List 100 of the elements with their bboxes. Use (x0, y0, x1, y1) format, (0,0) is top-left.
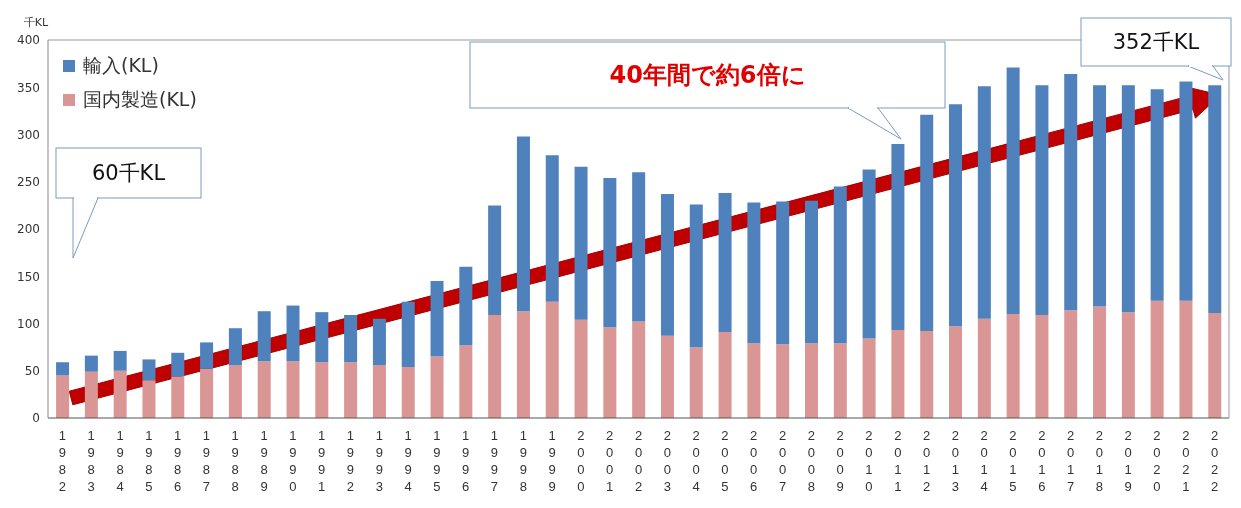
bar (545, 155, 559, 302)
x-tick-label: 2014 (980, 428, 988, 494)
y-tick-label: 200 (17, 222, 40, 237)
bar (315, 312, 329, 363)
bar (1179, 81, 1193, 301)
x-tick-label: 1991 (318, 428, 326, 494)
x-tick-label: 1992 (346, 428, 355, 494)
y-tick-label: 300 (17, 127, 40, 142)
x-tick-label: 1990 (289, 428, 297, 494)
x-tick-label: 1984 (116, 428, 124, 494)
bar (516, 311, 530, 418)
bar (488, 315, 502, 418)
bar (603, 327, 617, 418)
x-tick-label: 2020 (1153, 428, 1161, 494)
y-axis-title: 千KL (23, 16, 50, 29)
x-tick-label: 2018 (1095, 428, 1103, 494)
bar (718, 193, 732, 333)
x-tick-label: 1982 (58, 428, 67, 494)
x-tick-label: 1986 (174, 428, 182, 494)
x-tick-label: 2016 (1038, 428, 1046, 494)
y-tick-label: 400 (17, 33, 40, 48)
bar (574, 166, 588, 320)
bar (171, 376, 185, 418)
x-tick-label: 2010 (865, 428, 873, 494)
bar (833, 343, 847, 418)
bar (689, 204, 703, 348)
y-tick-label: 250 (17, 175, 40, 190)
bar (1093, 85, 1107, 307)
bar (1093, 306, 1107, 418)
bar (113, 350, 127, 371)
x-tick-label: 1997 (490, 428, 499, 494)
bar (1121, 85, 1135, 313)
bar (747, 202, 761, 344)
bar (949, 104, 963, 327)
bar (372, 318, 386, 366)
bar (689, 347, 703, 418)
annotation: 60千KL (91, 161, 166, 186)
bar (862, 169, 876, 339)
bar (459, 345, 473, 418)
annotation: 352千KL (1112, 30, 1200, 55)
bar (1121, 312, 1135, 418)
y-tick-label: 0 (32, 411, 40, 426)
bar (545, 301, 559, 418)
bar (228, 365, 242, 418)
x-tick-label: 2000 (577, 428, 585, 494)
x-tick-label: 1985 (145, 428, 153, 494)
bar (776, 344, 790, 418)
x-tick-label: 2006 (750, 428, 758, 494)
bar (56, 362, 70, 376)
legend-label: 国内製造(KL) (83, 87, 197, 112)
bar (1035, 85, 1049, 315)
bar (977, 86, 991, 319)
x-tick-label: 1998 (519, 428, 527, 494)
bar (1208, 313, 1222, 418)
bar (142, 380, 156, 418)
bar (891, 143, 905, 331)
bar (718, 332, 732, 418)
bar (286, 361, 300, 418)
bar (516, 136, 530, 312)
x-tick-label: 1999 (548, 428, 556, 494)
bar (776, 201, 790, 345)
annotation: 40年間で約6倍に (609, 61, 806, 90)
bar (171, 352, 185, 377)
y-tick-label: 100 (17, 316, 40, 331)
x-tick-label: 1988 (231, 428, 239, 494)
x-tick-label: 2011 (894, 428, 902, 494)
bar (1150, 89, 1164, 301)
x-tick-label: 2002 (634, 428, 643, 494)
bar (401, 366, 415, 418)
x-tick-label: 2008 (807, 428, 815, 494)
bar (401, 301, 415, 367)
x-tick-label: 2004 (692, 428, 700, 494)
bar (1035, 315, 1049, 418)
bar (1006, 67, 1020, 315)
bar (920, 114, 934, 332)
x-tick-label: 2013 (951, 428, 959, 494)
x-tick-label: 2005 (721, 428, 729, 494)
bar (488, 205, 502, 315)
bar (804, 200, 818, 344)
x-tick-label: 2022 (1210, 428, 1219, 494)
x-tick-label: 2015 (1009, 428, 1017, 494)
bar (632, 321, 646, 418)
bar (372, 365, 386, 418)
x-tick-label: 2012 (922, 428, 931, 494)
bar (315, 362, 329, 418)
bar (56, 375, 70, 418)
bar (344, 315, 358, 363)
bar (1150, 300, 1164, 418)
bar (603, 177, 617, 328)
bar (200, 368, 214, 418)
x-tick-label: 2007 (778, 428, 787, 494)
legend-label: 輸入(KL) (83, 53, 159, 78)
bar (862, 338, 876, 418)
bar (1179, 300, 1193, 418)
bar (1064, 74, 1078, 311)
x-tick-label: 2001 (606, 428, 614, 494)
bar (833, 186, 847, 344)
bar (804, 343, 818, 418)
x-tick-label: 1989 (260, 428, 268, 494)
x-tick-label: 2019 (1124, 428, 1132, 494)
